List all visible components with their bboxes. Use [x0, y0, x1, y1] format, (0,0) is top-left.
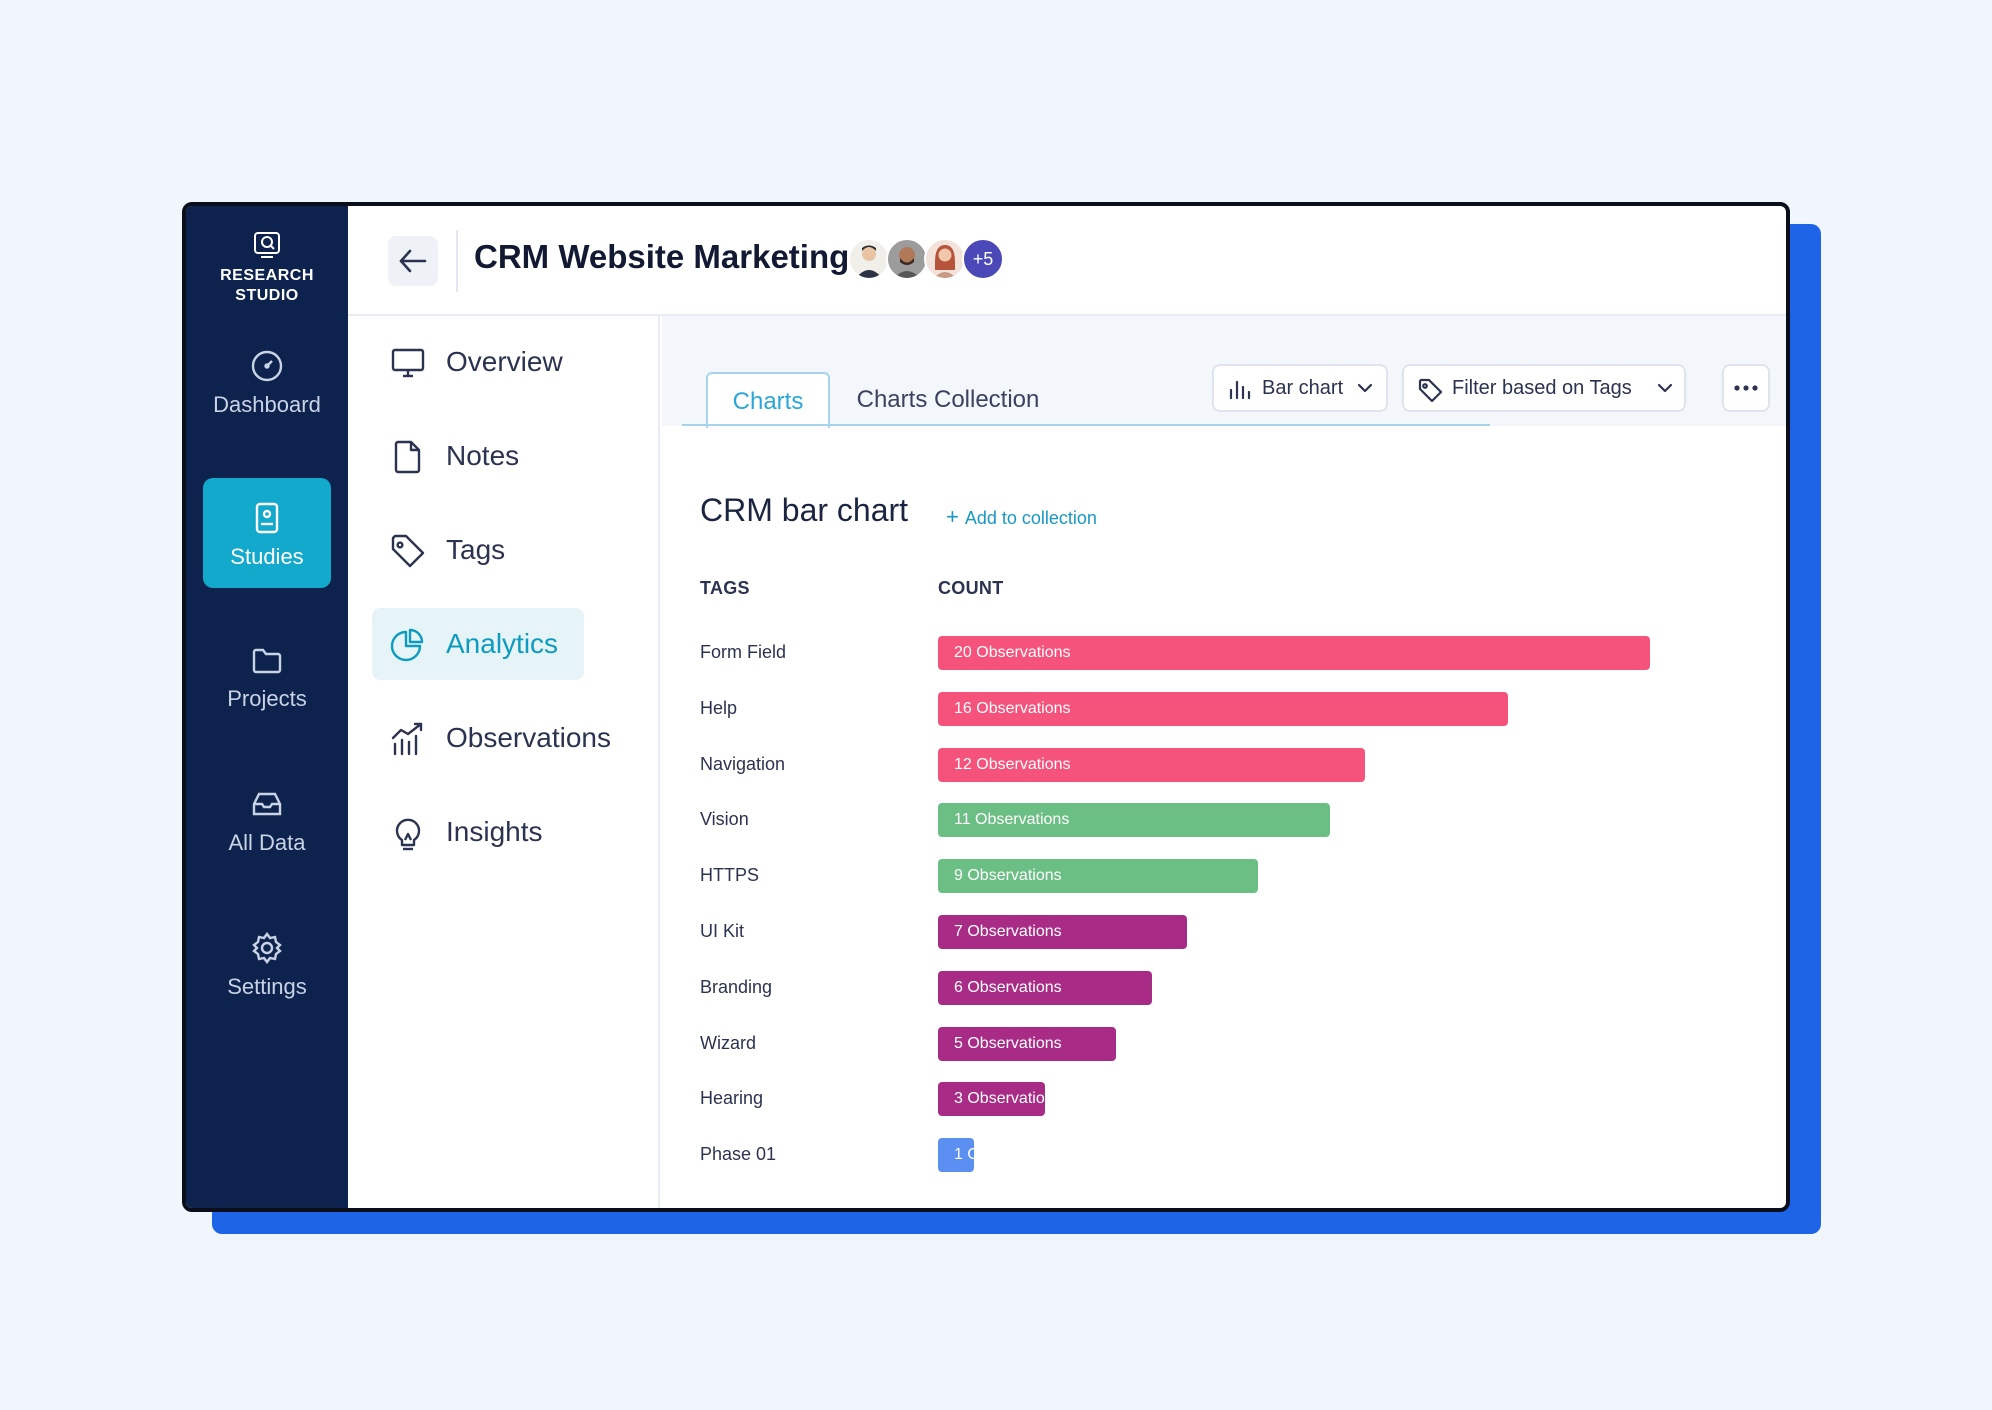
rail-item-settings[interactable]: Settings [203, 908, 331, 1018]
bar-category-label: Hearing [700, 1088, 764, 1108]
filter-tags-dropdown[interactable]: Filter based on Tags [1402, 364, 1686, 412]
subnav-label-observations: Observations [446, 722, 611, 753]
rail-label-projects: Projects [227, 686, 307, 711]
subnav-item-analytics[interactable]: Analytics [372, 608, 584, 680]
arrow-left-icon [399, 249, 427, 273]
logo-icon [254, 232, 280, 258]
subnav-item-tags[interactable]: Tags [372, 514, 584, 586]
subnav-item-observations[interactable]: Observations [372, 702, 611, 774]
bar-category-label: Wizard [700, 1033, 757, 1053]
subnav-label-tags: Tags [446, 534, 506, 565]
bar[interactable]: 12 Observations [938, 748, 1365, 782]
app-logo[interactable]: RESEARCH STUDIO [186, 230, 348, 306]
avatar[interactable] [886, 238, 928, 280]
add-to-collection-label: Add to collection [964, 508, 1097, 528]
bar-chart-icon [1229, 380, 1251, 400]
chevron-down-icon [1357, 383, 1373, 393]
chart-type-value: Bar chart [1262, 377, 1344, 399]
subnav-label-notes: Notes [446, 440, 520, 471]
chevron-down-icon [1657, 383, 1673, 393]
gauge-icon [251, 350, 283, 382]
bar[interactable]: 11 Observations [938, 803, 1330, 837]
chart-type-dropdown[interactable]: Bar chart [1212, 364, 1388, 412]
bar-category-label: HTTPS [700, 865, 760, 885]
column-header-tags: TAGS [700, 578, 750, 598]
bar[interactable]: 6 Observations [938, 971, 1152, 1005]
left-rail: RESEARCH STUDIO Dashboard Studies Projec… [186, 206, 348, 1208]
tab-charts[interactable]: Charts [706, 372, 830, 428]
bar[interactable]: 1 Observations [938, 1138, 1062, 1172]
more-options-button[interactable] [1722, 364, 1770, 412]
bar[interactable]: 5 Observations [938, 1027, 1116, 1061]
rail-label-all-data: All Data [228, 830, 306, 855]
bar[interactable]: 9 Observations [938, 859, 1258, 893]
bar-category-label: Help [700, 698, 738, 718]
bar[interactable]: 20 Observations [938, 636, 1650, 670]
bar-category-label: Phase 01 [700, 1144, 777, 1164]
app-window: RESEARCH STUDIO Dashboard Studies Projec… [182, 202, 1790, 1212]
subnav-item-insights[interactable]: Insights [372, 796, 584, 868]
monitor-icon [391, 348, 425, 378]
book-icon [255, 502, 279, 534]
chart-tabbar: Charts Charts Collection Bar chart Filte… [662, 316, 1786, 428]
tab-underline [682, 424, 1490, 426]
subnav-item-notes[interactable]: Notes [372, 420, 584, 492]
lightbulb-icon [395, 818, 421, 851]
subnav-label-analytics: Analytics [446, 628, 559, 659]
bar-category-label: Form Field [700, 642, 787, 662]
subnav-item-overview[interactable]: Overview [372, 326, 584, 398]
header-divider [456, 230, 458, 292]
document-icon [394, 440, 421, 474]
more-collaborators-badge[interactable]: +5 [962, 238, 1004, 280]
subnav-label-overview: Overview [446, 346, 563, 377]
logo-text: RESEARCH STUDIO [220, 267, 314, 304]
rail-item-projects[interactable]: Projects [203, 620, 331, 730]
study-subnav: Overview Notes Tags Analytics Obser [348, 316, 660, 1208]
column-header-count: COUNT [938, 578, 1004, 598]
more-horizontal-icon [1734, 385, 1758, 391]
rail-label-studies: Studies [230, 544, 304, 569]
back-button[interactable] [388, 236, 438, 286]
bar-category-label: Vision [700, 809, 749, 829]
page-title: CRM Website Marketing [474, 238, 850, 275]
rail-item-studies[interactable]: Studies [203, 478, 331, 588]
avatar[interactable] [848, 238, 890, 280]
bar[interactable]: 3 Observations [938, 1082, 1062, 1116]
bar-category-label: UI Kit [700, 921, 745, 941]
bar-category-label: Navigation [700, 754, 786, 774]
folder-icon [252, 648, 282, 674]
bar[interactable]: 7 Observations [938, 915, 1187, 949]
add-to-collection-link[interactable]: + Add to collection [946, 504, 1097, 530]
analytics-panel: Charts Charts Collection Bar chart Filte… [662, 316, 1786, 1208]
plus-icon: + [946, 504, 959, 529]
rail-item-all-data[interactable]: All Data [203, 764, 331, 874]
inbox-icon [252, 792, 282, 816]
bar-category-label: Branding [700, 977, 773, 997]
subnav-label-insights: Insights [446, 816, 543, 847]
filter-tags-value: Filter based on Tags [1452, 377, 1632, 399]
bar[interactable]: 16 Observations [938, 692, 1508, 726]
rail-label-dashboard: Dashboard [213, 392, 321, 417]
rail-item-dashboard[interactable]: Dashboard [203, 326, 331, 436]
chart-title: CRM bar chart [700, 492, 909, 528]
trend-chart-icon [391, 722, 423, 756]
pie-chart-icon [390, 628, 424, 662]
tag-icon [391, 534, 425, 568]
tab-charts-collection[interactable]: Charts Collection [856, 386, 1040, 413]
gear-icon [252, 932, 282, 964]
rail-label-settings: Settings [227, 974, 307, 999]
avatar[interactable] [924, 238, 966, 280]
tag-icon [1418, 378, 1443, 402]
top-header: CRM Website Marketing +5 20 [348, 206, 1786, 316]
